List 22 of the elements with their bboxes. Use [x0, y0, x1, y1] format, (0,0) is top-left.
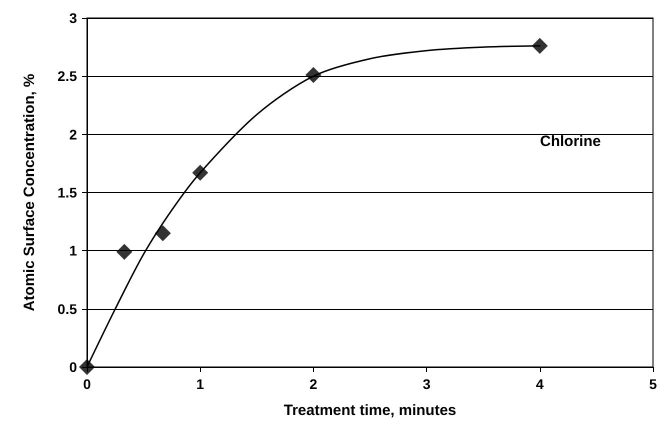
annotation: Chlorine: [540, 133, 601, 150]
x-tick-label: 4: [536, 376, 544, 392]
x-axis-title: Treatment time, minutes: [284, 402, 456, 419]
point: [192, 164, 208, 181]
y-tick-label: 3: [69, 10, 78, 26]
y-tick-label: 0: [69, 359, 78, 375]
point: [116, 244, 132, 260]
x-tick-label: 3: [422, 376, 431, 392]
point: [154, 225, 171, 242]
y-tick-label: 0.5: [58, 300, 78, 317]
y-tick-label: 1.5: [58, 184, 78, 200]
point: [305, 67, 322, 84]
x-tick-label: 2: [310, 376, 318, 392]
y-tick-label: 1: [69, 242, 78, 259]
y-tick-label: 2.5: [58, 68, 78, 84]
point: [79, 359, 95, 375]
y-tick-label: 2: [69, 126, 78, 142]
y-axis-title: Atomic Surface Concentration, %: [21, 74, 38, 312]
point: [532, 38, 548, 54]
x-tick-label: 5: [649, 376, 658, 392]
x-tick-label: 0: [83, 376, 92, 392]
x-tick-label: 1: [196, 376, 204, 392]
